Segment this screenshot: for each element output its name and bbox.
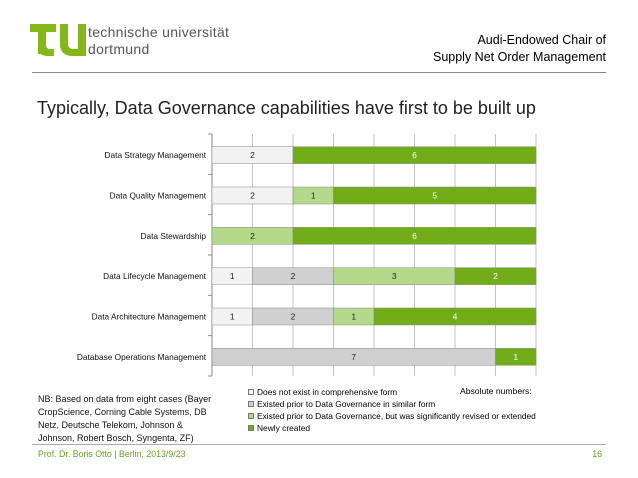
- data-label: 2: [250, 191, 255, 201]
- legend-item: Does not exist in comprehensive form: [248, 386, 536, 398]
- stacked-bar-chart: Data Strategy Management 2 6 Data Quality M…: [77, 133, 537, 377]
- bar-segment: [292, 227, 537, 245]
- data-label: 2: [291, 312, 296, 322]
- category-label: Data Lifecycle Management: [103, 271, 207, 281]
- logo-line-2: dortmund: [88, 41, 150, 57]
- category-label: Database Operations Management: [77, 352, 207, 362]
- legend-swatch: [248, 401, 254, 407]
- data-label: 2: [250, 231, 255, 241]
- legend-label: Does not exist in comprehensive form: [257, 387, 398, 397]
- logo-t-hook: [38, 45, 54, 56]
- data-label: 2: [493, 271, 498, 281]
- data-label: 3: [392, 271, 397, 281]
- legend-item: Existed prior to Data Governance in simi…: [248, 398, 536, 410]
- data-label: 1: [230, 271, 235, 281]
- data-label: 2: [250, 150, 255, 160]
- chart-legend: Does not exist in comprehensive form Exis…: [248, 386, 536, 434]
- legend-title: Absolute numbers:: [460, 386, 532, 396]
- logo-u-right: [78, 24, 86, 56]
- data-label: 1: [513, 352, 518, 362]
- chair-line-2: Supply Net Order Management: [432, 50, 606, 64]
- slide-title: Typically, Data Governance capabilities …: [37, 98, 536, 118]
- category-label: Data Strategy Management: [105, 150, 207, 160]
- logo-t-stem: [38, 24, 46, 54]
- bar-segment: [373, 307, 537, 326]
- legend-label: Newly created: [257, 423, 311, 433]
- data-label: 6: [412, 150, 417, 160]
- legend-item: Existed prior to Data Governance, but wa…: [248, 410, 536, 422]
- legend-label: Existed prior to Data Governance, but wa…: [257, 411, 536, 421]
- legend-swatch: [248, 425, 254, 431]
- category-label: Data Architecture Management: [92, 312, 207, 322]
- data-label: 1: [351, 312, 356, 322]
- footer-divider: [32, 444, 606, 445]
- data-label: 1: [230, 312, 235, 322]
- data-label: 1: [311, 191, 316, 201]
- legend-item: Newly created: [248, 422, 536, 434]
- sample-note: NB: Based on data from eight cases (Baye…: [38, 394, 212, 443]
- logo-u-left: [60, 24, 68, 46]
- chair-line-1: Audi-Endowed Chair of: [477, 33, 606, 47]
- legend-label: Existed prior to Data Governance in simi…: [257, 399, 436, 409]
- category-label: Data Quality Management: [110, 191, 207, 201]
- bar-segment: [292, 146, 537, 164]
- bar-segment: [495, 348, 537, 366]
- footer-author-date: Prof. Dr. Boris Otto | Berlin, 2013/9/23: [38, 449, 186, 459]
- chair-name: Audi-Endowed Chair of Supply Net Order M…: [433, 32, 606, 66]
- university-name: technische universität dortmund: [88, 24, 229, 58]
- data-label: 7: [351, 352, 356, 362]
- data-label: 4: [453, 312, 458, 322]
- data-label: 2: [291, 271, 296, 281]
- data-label: 5: [432, 191, 437, 201]
- legend-swatch: [248, 413, 254, 419]
- page-number: 16: [592, 449, 602, 459]
- header-divider: [32, 72, 606, 73]
- data-label: 6: [412, 231, 417, 241]
- bar-segment: [333, 186, 537, 205]
- category-label: Data Stewardship: [141, 231, 207, 241]
- legend-swatch: [248, 389, 254, 395]
- bar-segment: [454, 267, 537, 285]
- logo-u-curve: [60, 44, 78, 56]
- tu-dortmund-logo: [30, 24, 86, 56]
- logo-line-1: technische universität: [88, 24, 230, 40]
